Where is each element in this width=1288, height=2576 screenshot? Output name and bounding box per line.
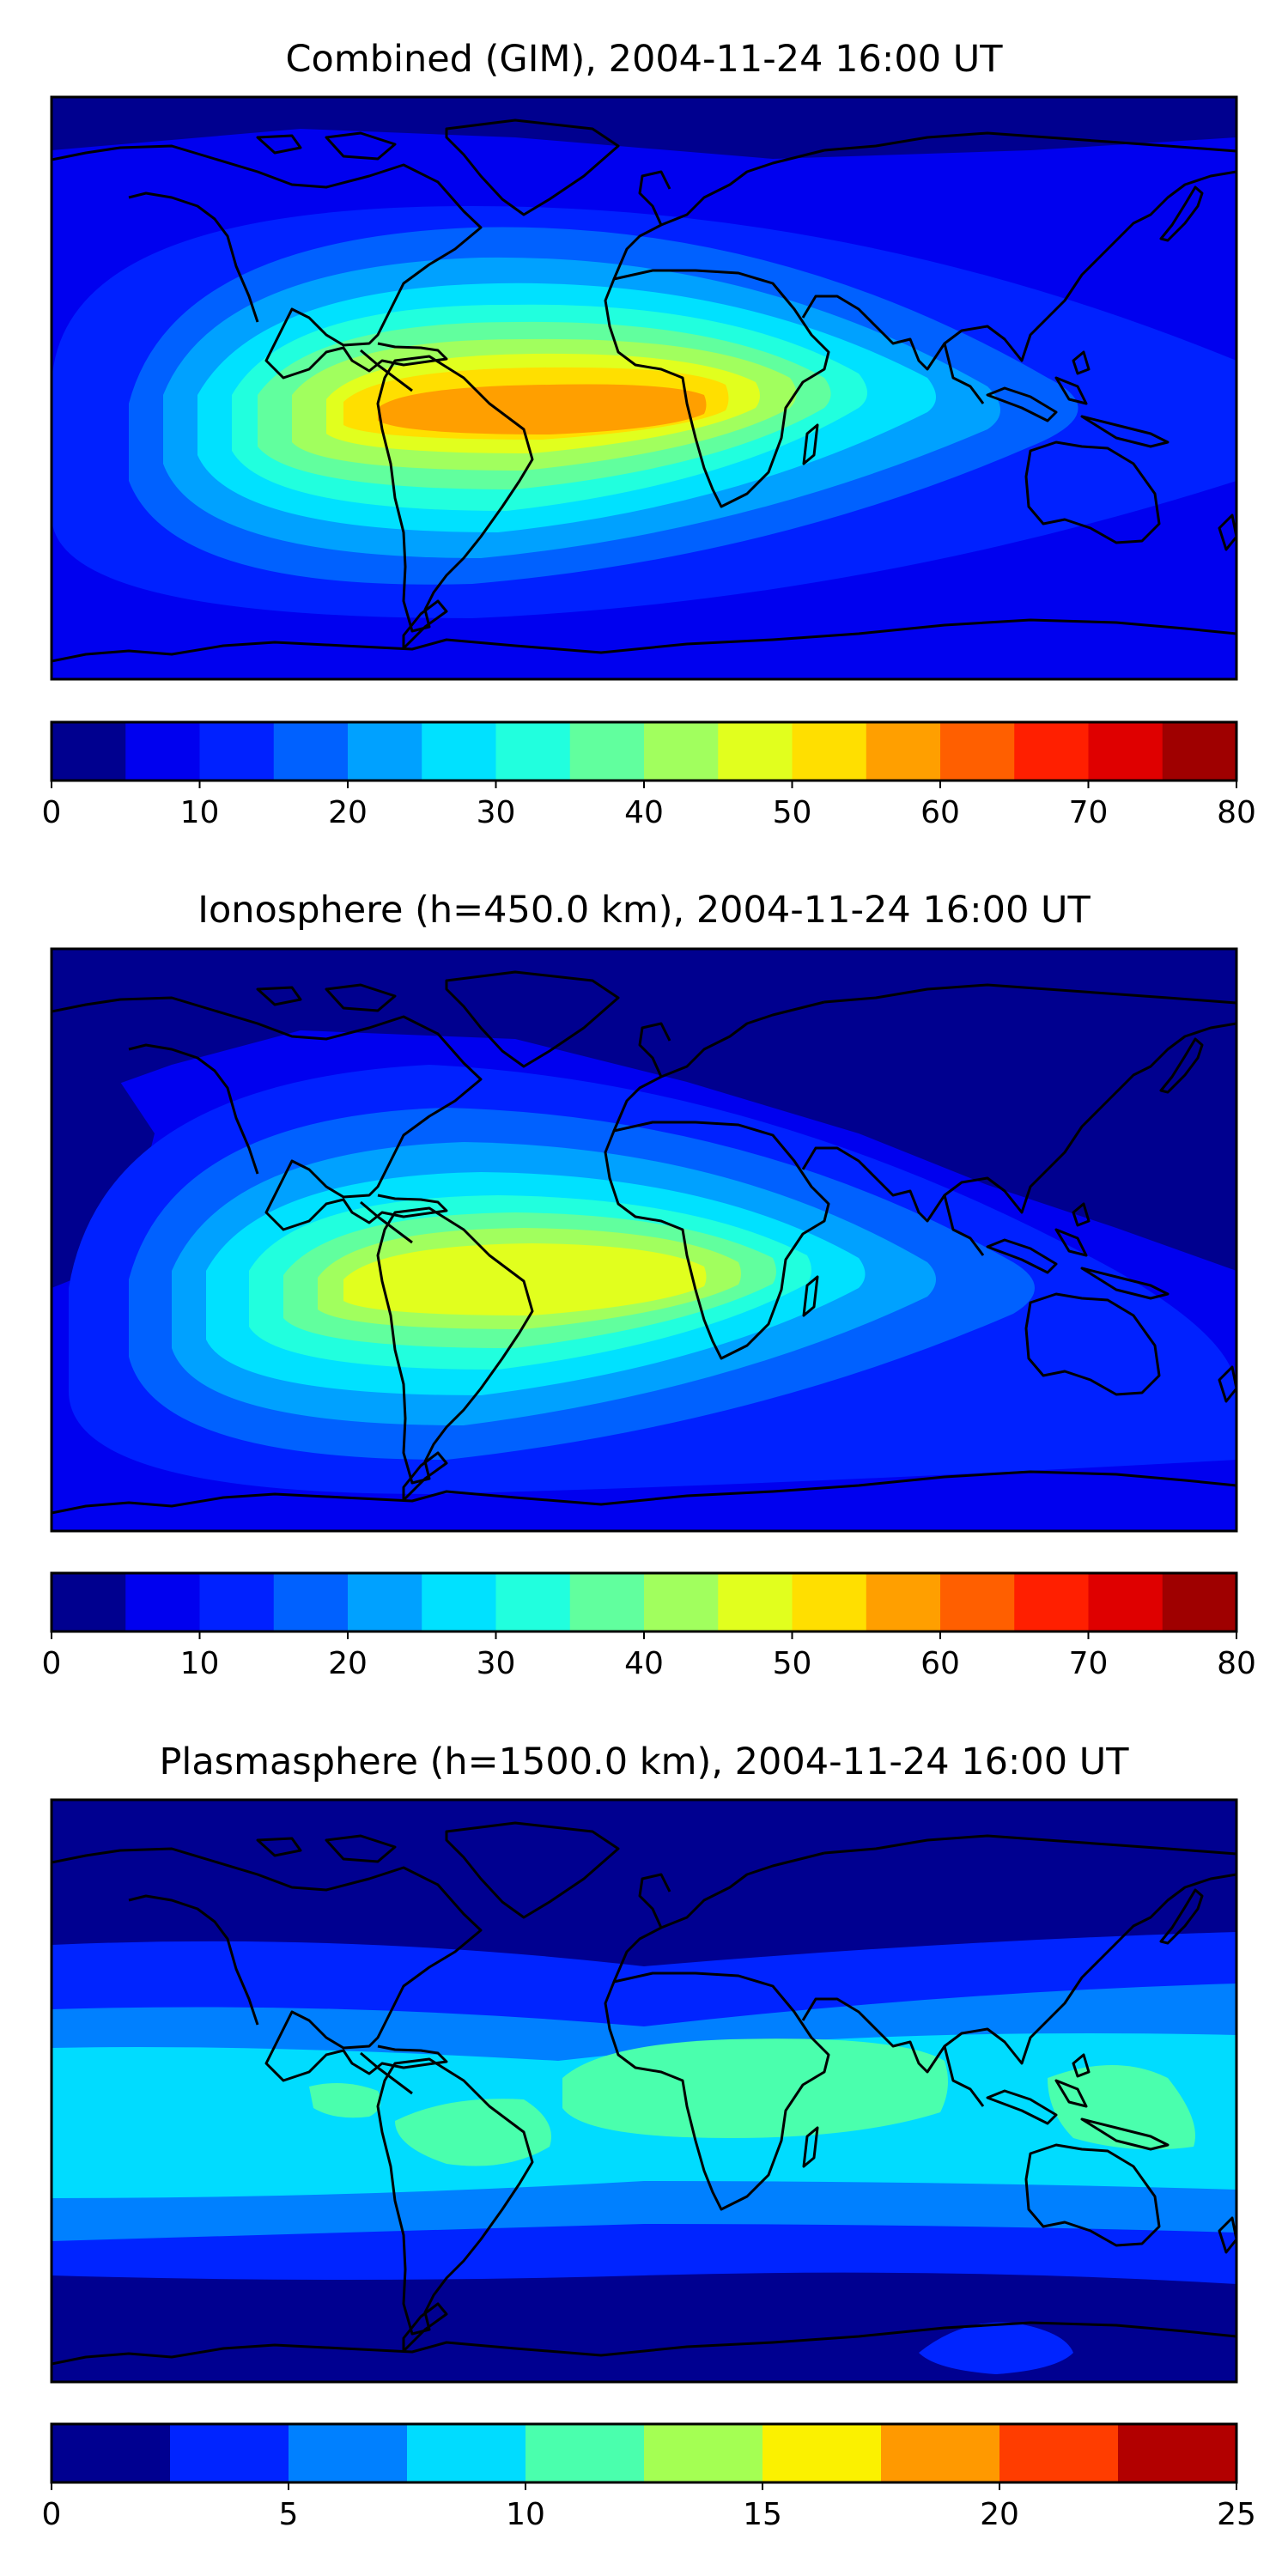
map-plasmasphere	[52, 1800, 1236, 2382]
contour-plasmasphere-5-7.5-south-patch	[919, 2322, 1073, 2374]
colorbar-cell	[1162, 1573, 1237, 1631]
colorbar-cell	[881, 2424, 1000, 2482]
contour-ionosphere-45-50	[343, 1243, 707, 1315]
colorbar-cell	[348, 1573, 422, 1631]
colorbar-cell	[1088, 722, 1163, 781]
colorbar-tick-label: 70	[1069, 795, 1109, 830]
colorbar-cell	[495, 722, 571, 781]
colorbar-cell	[52, 722, 126, 781]
chart-title-combined: Combined (GIM), 2004-11-24 16:00 UT	[285, 38, 1003, 81]
map-frame-combined	[50, 95, 1238, 681]
colorbar-tick-label: 0	[42, 795, 62, 830]
map-frame-ionosphere	[50, 947, 1238, 1533]
colorbar-cell	[718, 1573, 793, 1631]
colorbar-cell	[569, 722, 645, 781]
colorbar-cell	[999, 2424, 1119, 2482]
colorbar-cell	[52, 1573, 126, 1631]
colorbar-cell	[125, 722, 200, 781]
colorbar-cell	[644, 1573, 719, 1631]
colorbar-cell	[422, 722, 496, 781]
colorbar-cell	[644, 722, 719, 781]
colorbar-cell	[52, 2424, 171, 2482]
colorbar-cell	[526, 2424, 645, 2482]
colorbar-cell	[273, 722, 349, 781]
colorbar-tick-label: 25	[1217, 2497, 1256, 2532]
chart-title-plasmasphere: Plasmasphere (h=1500.0 km), 2004-11-24 1…	[159, 1741, 1129, 1783]
contour-combined-55-60	[378, 384, 707, 434]
colorbar-tick-label: 50	[773, 795, 812, 830]
chart-title-ionosphere: Ionosphere (h=450.0 km), 2004-11-24 16:0…	[197, 889, 1091, 932]
colorbar-ionosphere: 0 10 20 30 40 50 60 70 80	[42, 1571, 1256, 1681]
contour-ionosphere-0-5-north	[52, 949, 1236, 1271]
colorbar-plasmasphere: 0 5 10 15 20 25	[42, 2422, 1256, 2532]
colorbar-tick-label: 40	[624, 795, 664, 830]
colorbar-cell	[273, 1573, 349, 1631]
colorbar-tick-label: 30	[477, 1646, 516, 1681]
colorbar-tick-label: 70	[1069, 1646, 1109, 1681]
colorbar-tick-label: 80	[1217, 1646, 1256, 1681]
colorbar-cell	[866, 1573, 941, 1631]
colorbar-cell	[1014, 722, 1089, 781]
colorbar-tick-label: 10	[180, 1646, 220, 1681]
colorbar-combined: 0 10 20 30 40 50 60 70 80	[42, 720, 1256, 830]
colorbar-tick-label: 20	[328, 1646, 368, 1681]
colorbar-tick-label: 5	[279, 2497, 299, 2532]
colorbar-cell	[1088, 1573, 1163, 1631]
colorbar-cell	[289, 2424, 408, 2482]
colorbar-tick-label: 60	[920, 795, 960, 830]
colorbar-cell	[569, 1573, 645, 1631]
contour-plasmasphere-10-12.5-pacific	[309, 2083, 381, 2118]
colorbar-tick-label: 40	[624, 1646, 664, 1681]
colorbar-cell	[422, 1573, 496, 1631]
colorbar-cell	[644, 2424, 763, 2482]
colorbar-tick-label: 15	[743, 2497, 782, 2532]
colorbar-cell	[792, 722, 867, 781]
contour-plasmasphere-10-12.5-asia	[1048, 2065, 1195, 2150]
map-frame-plasmasphere	[50, 1798, 1238, 2384]
colorbar-cell	[762, 2424, 882, 2482]
colorbar-tick-label: 20	[980, 2497, 1019, 2532]
contour-combined-0-5-north	[52, 97, 1236, 159]
colorbar-cell	[170, 2424, 289, 2482]
colorbar-frame	[50, 2422, 1238, 2484]
colorbar-tick-label: 50	[773, 1646, 812, 1681]
colorbar-cell	[1118, 2424, 1237, 2482]
colorbar-cell	[866, 722, 941, 781]
colorbar-tick-label: 10	[180, 795, 220, 830]
colorbar-tick-label: 30	[477, 795, 516, 830]
colorbar-cell	[718, 722, 793, 781]
colorbar-cell	[1014, 1573, 1089, 1631]
colorbar-cell	[199, 1573, 275, 1631]
map-combined	[52, 97, 1236, 679]
colorbar-cell	[125, 1573, 200, 1631]
colorbar-cell	[199, 722, 275, 781]
colorbar-cell	[792, 1573, 867, 1631]
colorbar-tick-label: 10	[506, 2497, 545, 2532]
colorbar-cell	[1162, 722, 1237, 781]
colorbar-cell	[407, 2424, 526, 2482]
colorbar-cell	[940, 722, 1015, 781]
colorbar-cell	[495, 1573, 571, 1631]
contour-plasmasphere-10-12.5-samerica	[395, 2099, 551, 2166]
colorbar-tick-label: 80	[1217, 795, 1256, 830]
colorbar-cell	[940, 1573, 1015, 1631]
contour-plasmasphere-10-12.5-africa	[562, 2038, 948, 2138]
colorbar-cell	[348, 722, 422, 781]
colorbar-tick-label: 0	[42, 1646, 62, 1681]
contour-ionosphere-0-5-west	[52, 1073, 155, 1288]
colorbar-tick-label: 60	[920, 1646, 960, 1681]
colorbar-tick-label: 20	[328, 795, 368, 830]
map-ionosphere	[52, 949, 1236, 1531]
colorbar-tick-label: 0	[42, 2497, 62, 2532]
